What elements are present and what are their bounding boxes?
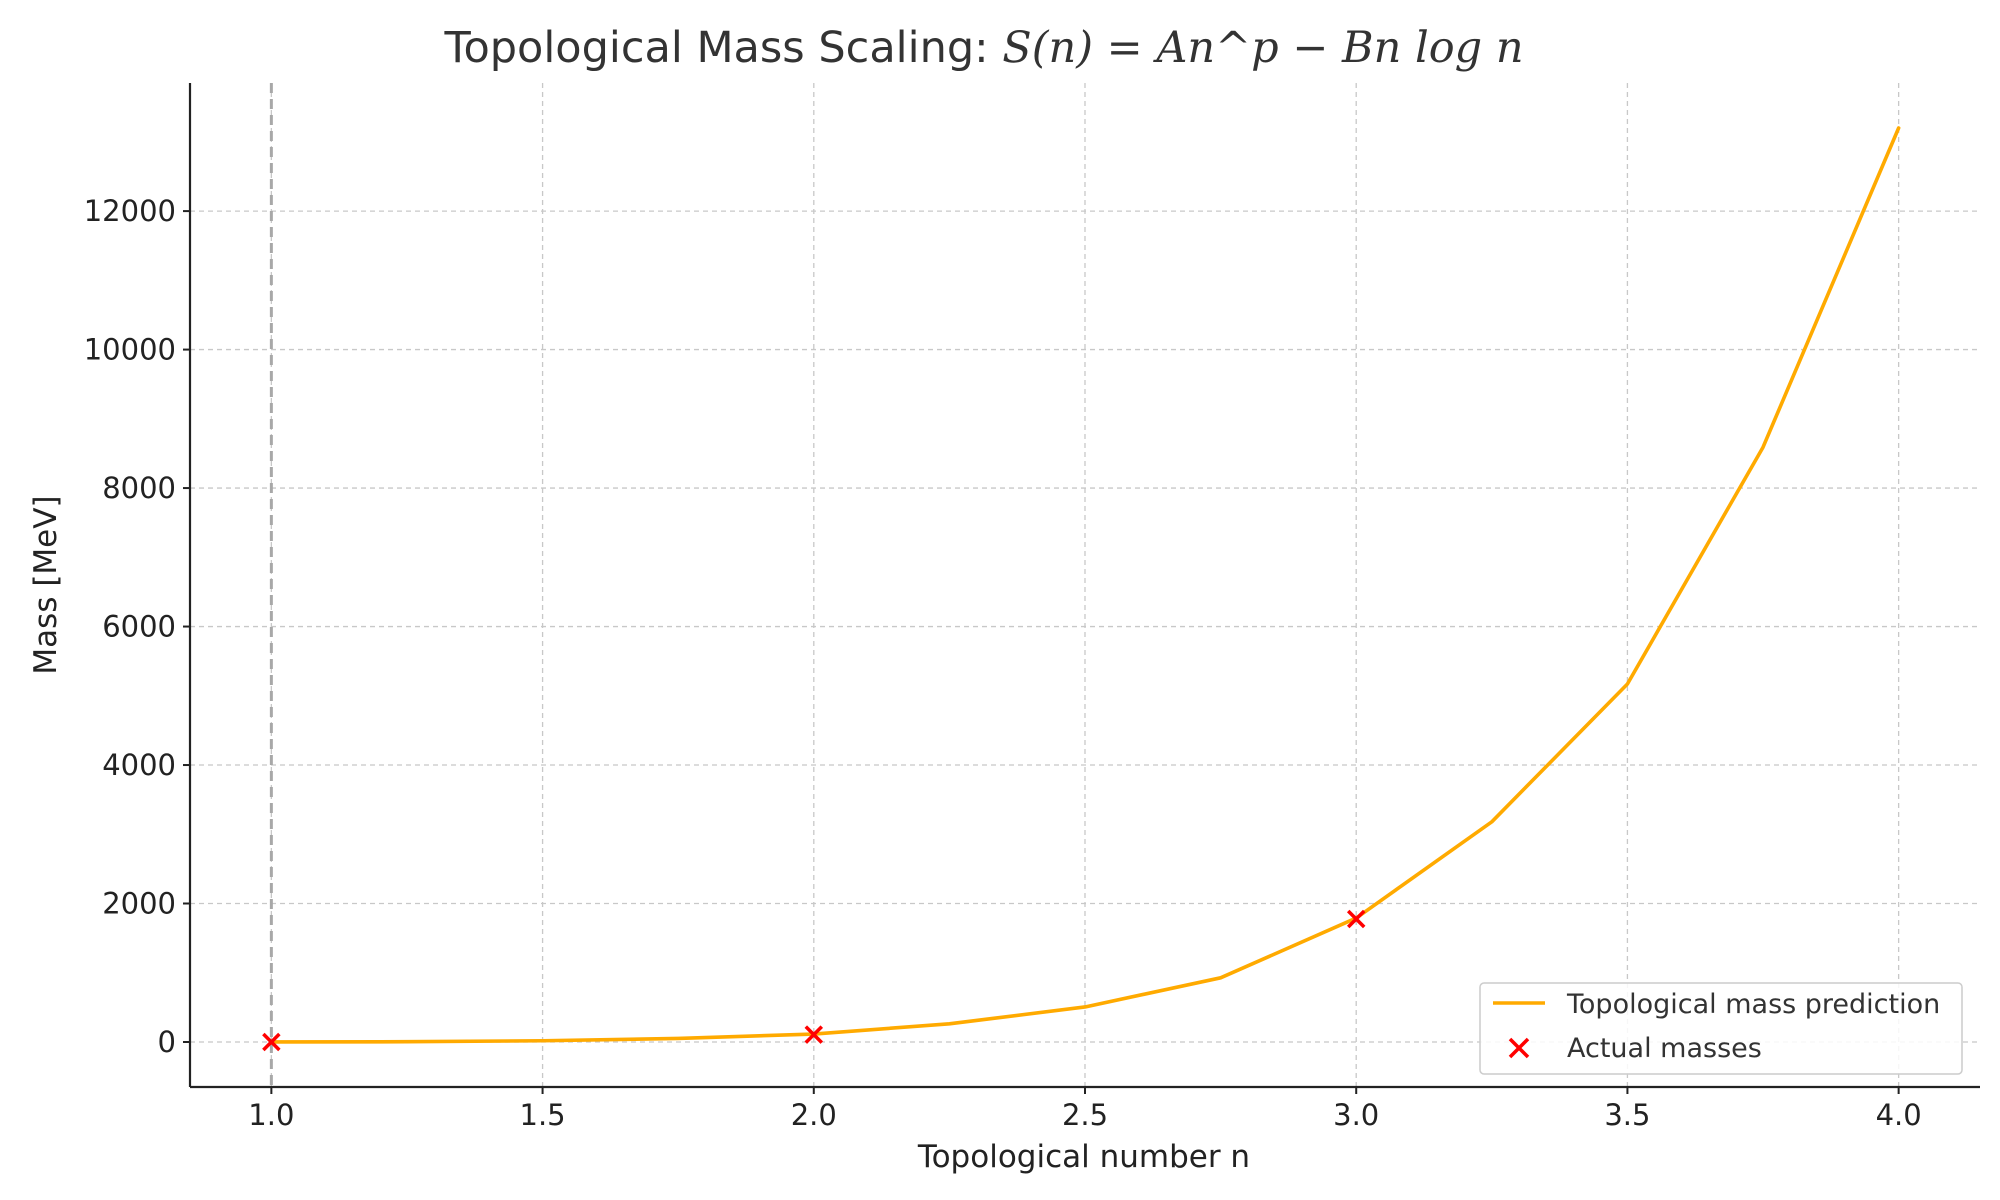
chart-title: Topological Mass Scaling: S(n) = An^p − …: [443, 23, 1523, 73]
series-line-prediction: [269, 126, 1901, 1044]
scatter-point-actual-mass: [1346, 909, 1366, 929]
y-tick-label: 4000: [102, 748, 176, 782]
y-tick-label: 10000: [84, 333, 176, 367]
y-axis-label: Mass [MeV]: [28, 495, 64, 674]
legend: Topological mass prediction Actual masse…: [1479, 982, 1963, 1075]
chart-title-prefix: Topological Mass Scaling:: [443, 23, 1002, 73]
y-tick-label: 0: [158, 1025, 176, 1059]
y-tick-label: 6000: [102, 610, 176, 644]
y-tick-label: 12000: [84, 194, 176, 228]
x-tick-label: 3.0: [1333, 1098, 1379, 1132]
chart-title-formula: S(n) = An^p − Bn log n: [1002, 23, 1523, 73]
legend-box: [1479, 982, 1963, 1075]
legend-x-marker: [1508, 1037, 1530, 1059]
y-ticks: 0 2000 4000 6000 8000 10000 12000: [84, 194, 190, 1059]
axes: [188, 83, 1980, 1089]
x-tick-label: 3.5: [1604, 1098, 1650, 1132]
scatter-point-actual-mass: [262, 1032, 281, 1052]
x-tick-label: 2.5: [1062, 1098, 1108, 1132]
legend-label-prediction: Topological mass prediction: [1566, 989, 1940, 1020]
x-axis-label: Topological number n: [917, 1139, 1250, 1175]
scatter-point-actual-mass: [804, 1025, 824, 1044]
x-tick-label: 1.0: [248, 1098, 294, 1132]
legend-label-actual: Actual masses: [1567, 1033, 1762, 1064]
x-ticks: 1.0 1.5 2.0 2.5 3.0 3.5 4.0: [248, 1087, 1922, 1132]
grid: [190, 83, 1980, 1087]
y-tick-label: 2000: [102, 887, 176, 921]
x-tick-label: 1.5: [520, 1098, 566, 1132]
x-tick-label: 4.0: [1876, 1098, 1922, 1132]
series-layer: [262, 126, 1901, 1052]
y-tick-label: 8000: [102, 471, 176, 505]
x-tick-label: 2.0: [791, 1098, 837, 1132]
